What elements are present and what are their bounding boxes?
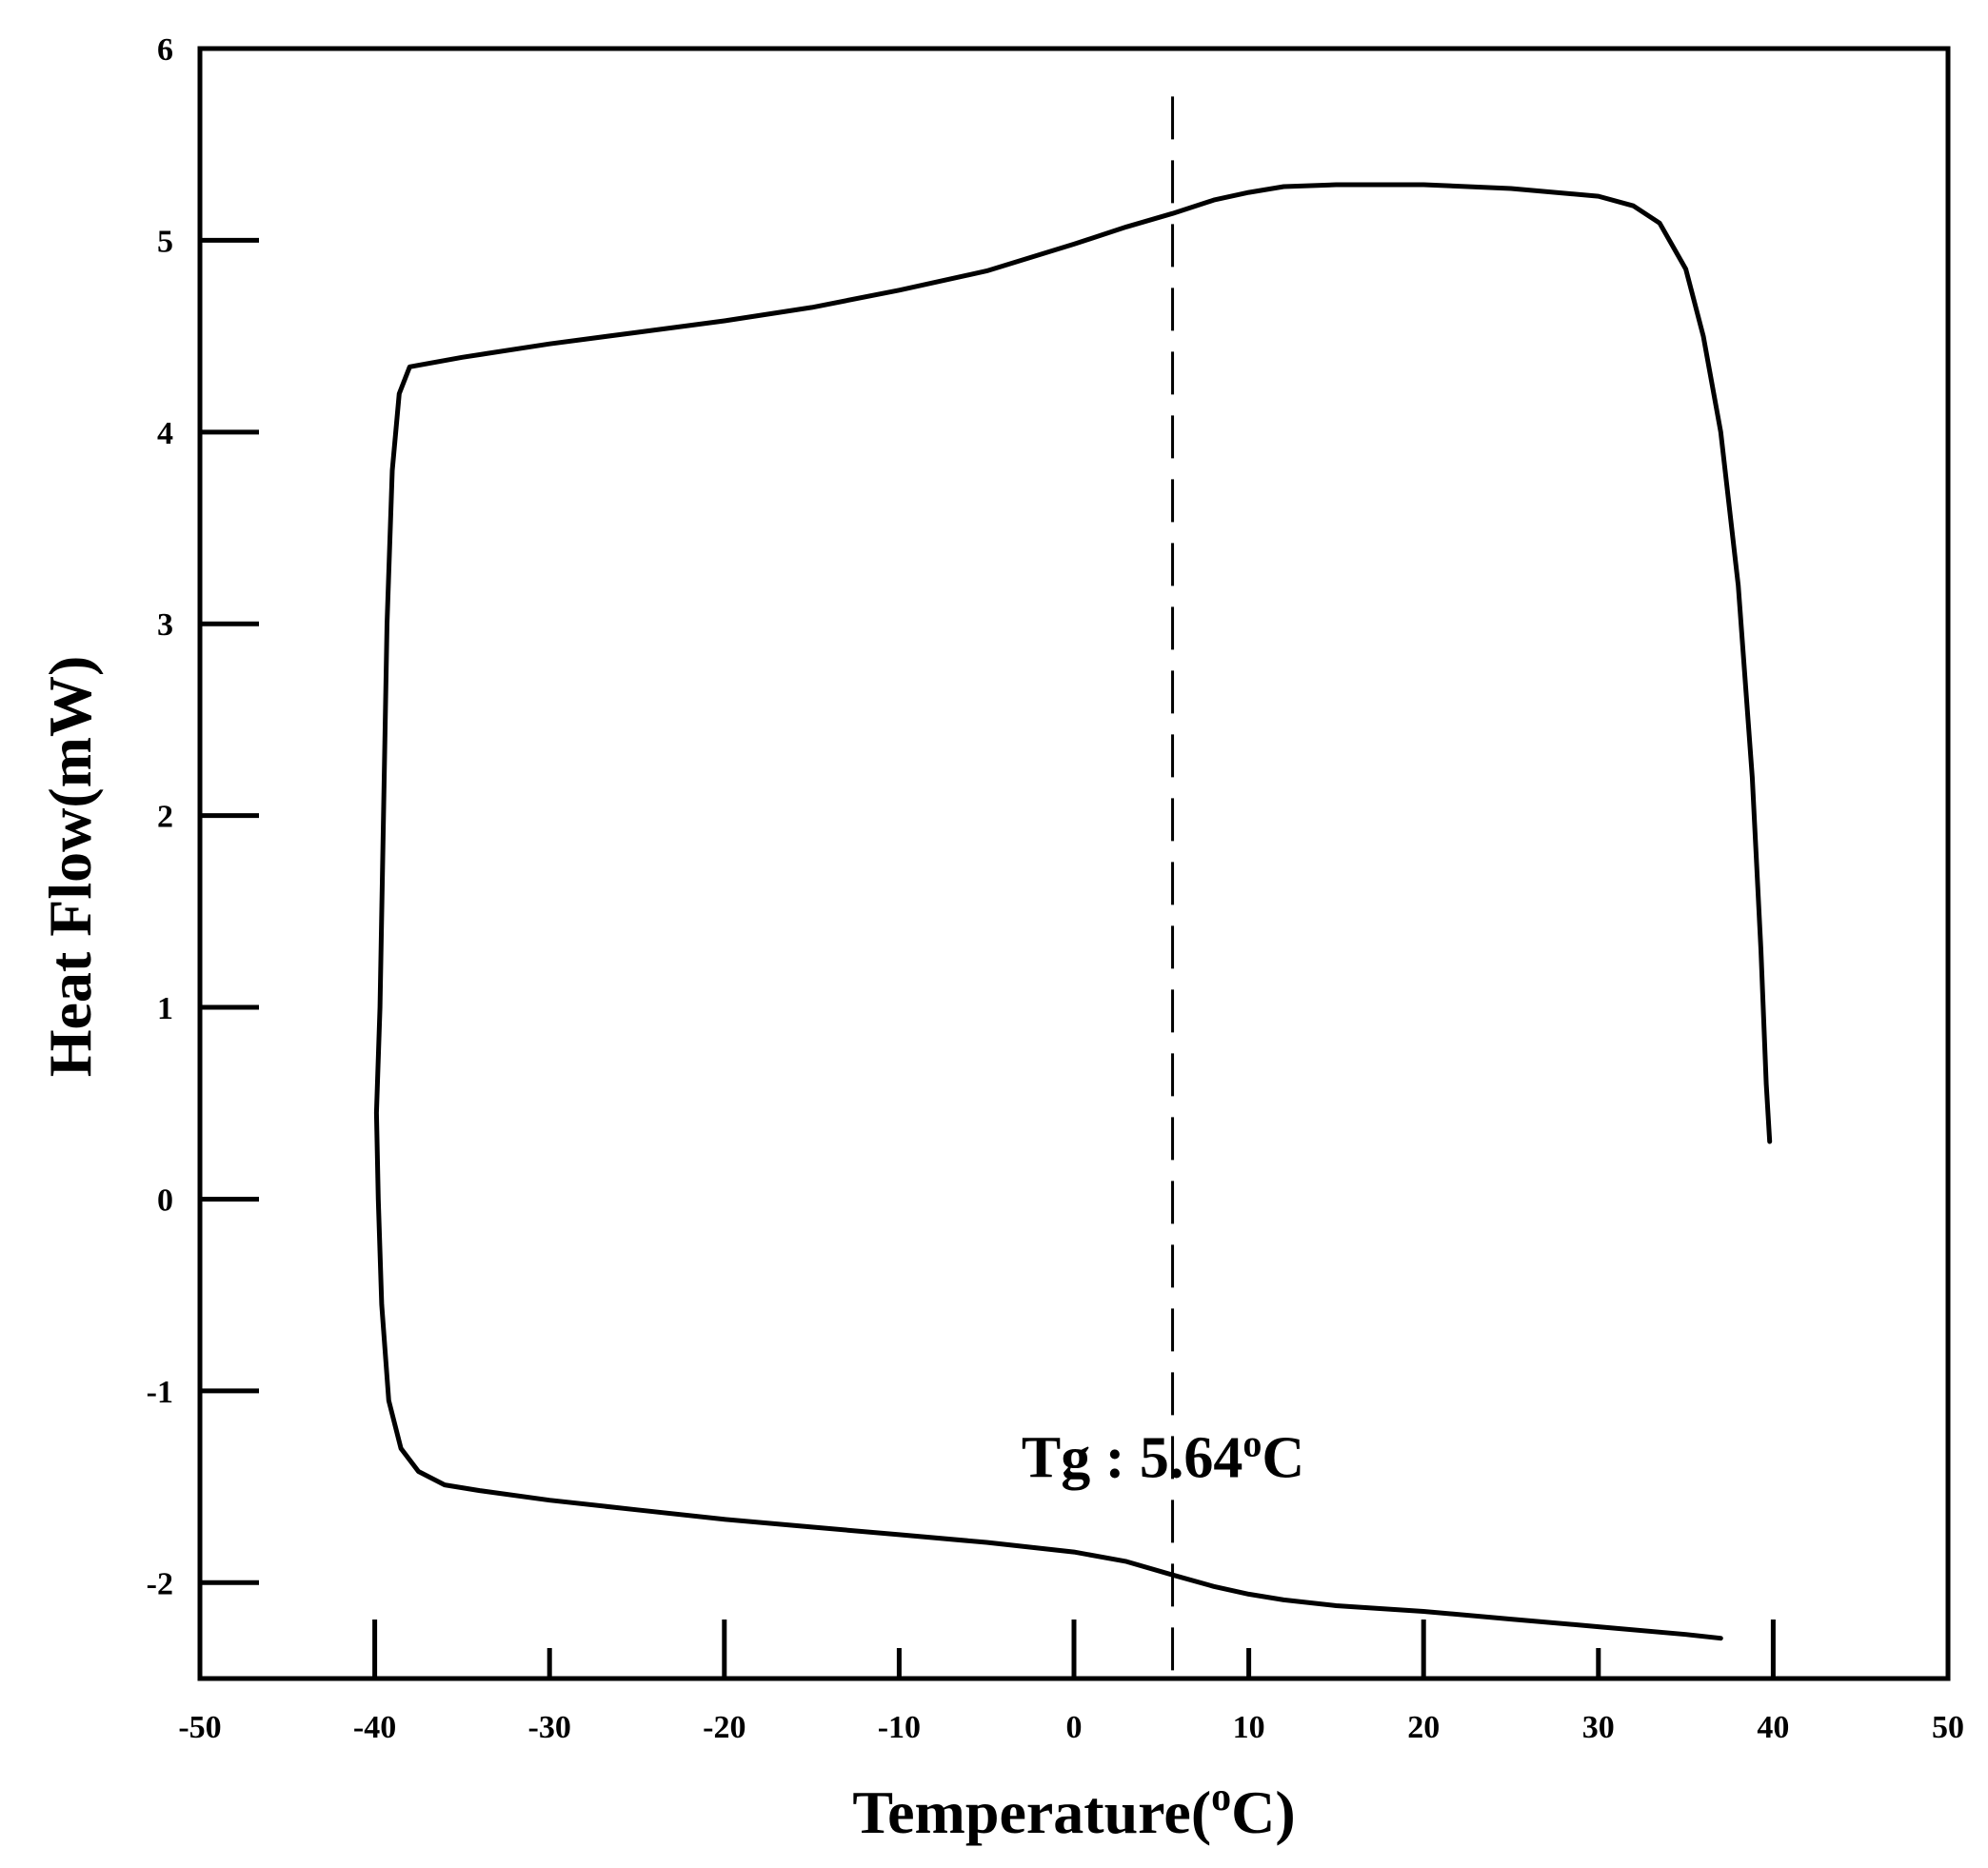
y-axis-tick-labels: 6 5 4 3 2 1 0 -1 -2 <box>147 32 173 1601</box>
tg-annotation-unit: C <box>1262 1426 1304 1491</box>
series-line-heat-flow <box>373 182 1773 1641</box>
x-tick-label: 0 <box>1066 1710 1083 1745</box>
x-tick-label: 20 <box>1407 1710 1440 1745</box>
y-tick-label: -2 <box>147 1566 173 1601</box>
y-tick-label: 2 <box>157 800 173 835</box>
x-axis-title-text: Temperature( <box>852 1779 1211 1846</box>
tg-annotation-degree: o <box>1242 1422 1262 1465</box>
x-tick-label: -40 <box>353 1710 396 1745</box>
x-axis-tick-labels: -50 -40 -30 -20 -10 0 10 20 30 40 50 <box>178 1710 1964 1745</box>
y-tick-label: -1 <box>147 1375 173 1410</box>
tg-annotation: Tg : 5.64oC <box>1022 1422 1304 1491</box>
x-axis-ticks <box>372 1620 1776 1679</box>
x-axis-title-unit: C) <box>1231 1779 1296 1846</box>
x-tick-label: -20 <box>703 1710 746 1745</box>
y-axis-title: Heat Flow(mW) <box>36 656 104 1078</box>
x-tick-label: -10 <box>878 1710 921 1745</box>
x-axis-title: Temperature(oC) <box>852 1776 1295 1846</box>
y-tick-label: 1 <box>157 991 173 1026</box>
y-tick-label: 4 <box>157 416 173 451</box>
y-tick-label: 3 <box>157 607 173 643</box>
x-tick-label: 30 <box>1582 1710 1615 1745</box>
x-tick-label: 50 <box>1932 1710 1964 1745</box>
y-axis-ticks <box>200 237 259 1585</box>
y-tick-label: 6 <box>157 32 173 68</box>
x-tick-label: 10 <box>1233 1710 1265 1745</box>
x-tick-label: 40 <box>1757 1710 1789 1745</box>
x-axis-title-degree: o <box>1211 1776 1231 1819</box>
y-tick-label: 5 <box>157 224 173 259</box>
y-tick-label: 0 <box>157 1182 173 1218</box>
x-tick-label: -50 <box>178 1710 221 1745</box>
x-tick-label: -30 <box>528 1710 571 1745</box>
tg-annotation-text: Tg : 5.64 <box>1022 1426 1243 1491</box>
